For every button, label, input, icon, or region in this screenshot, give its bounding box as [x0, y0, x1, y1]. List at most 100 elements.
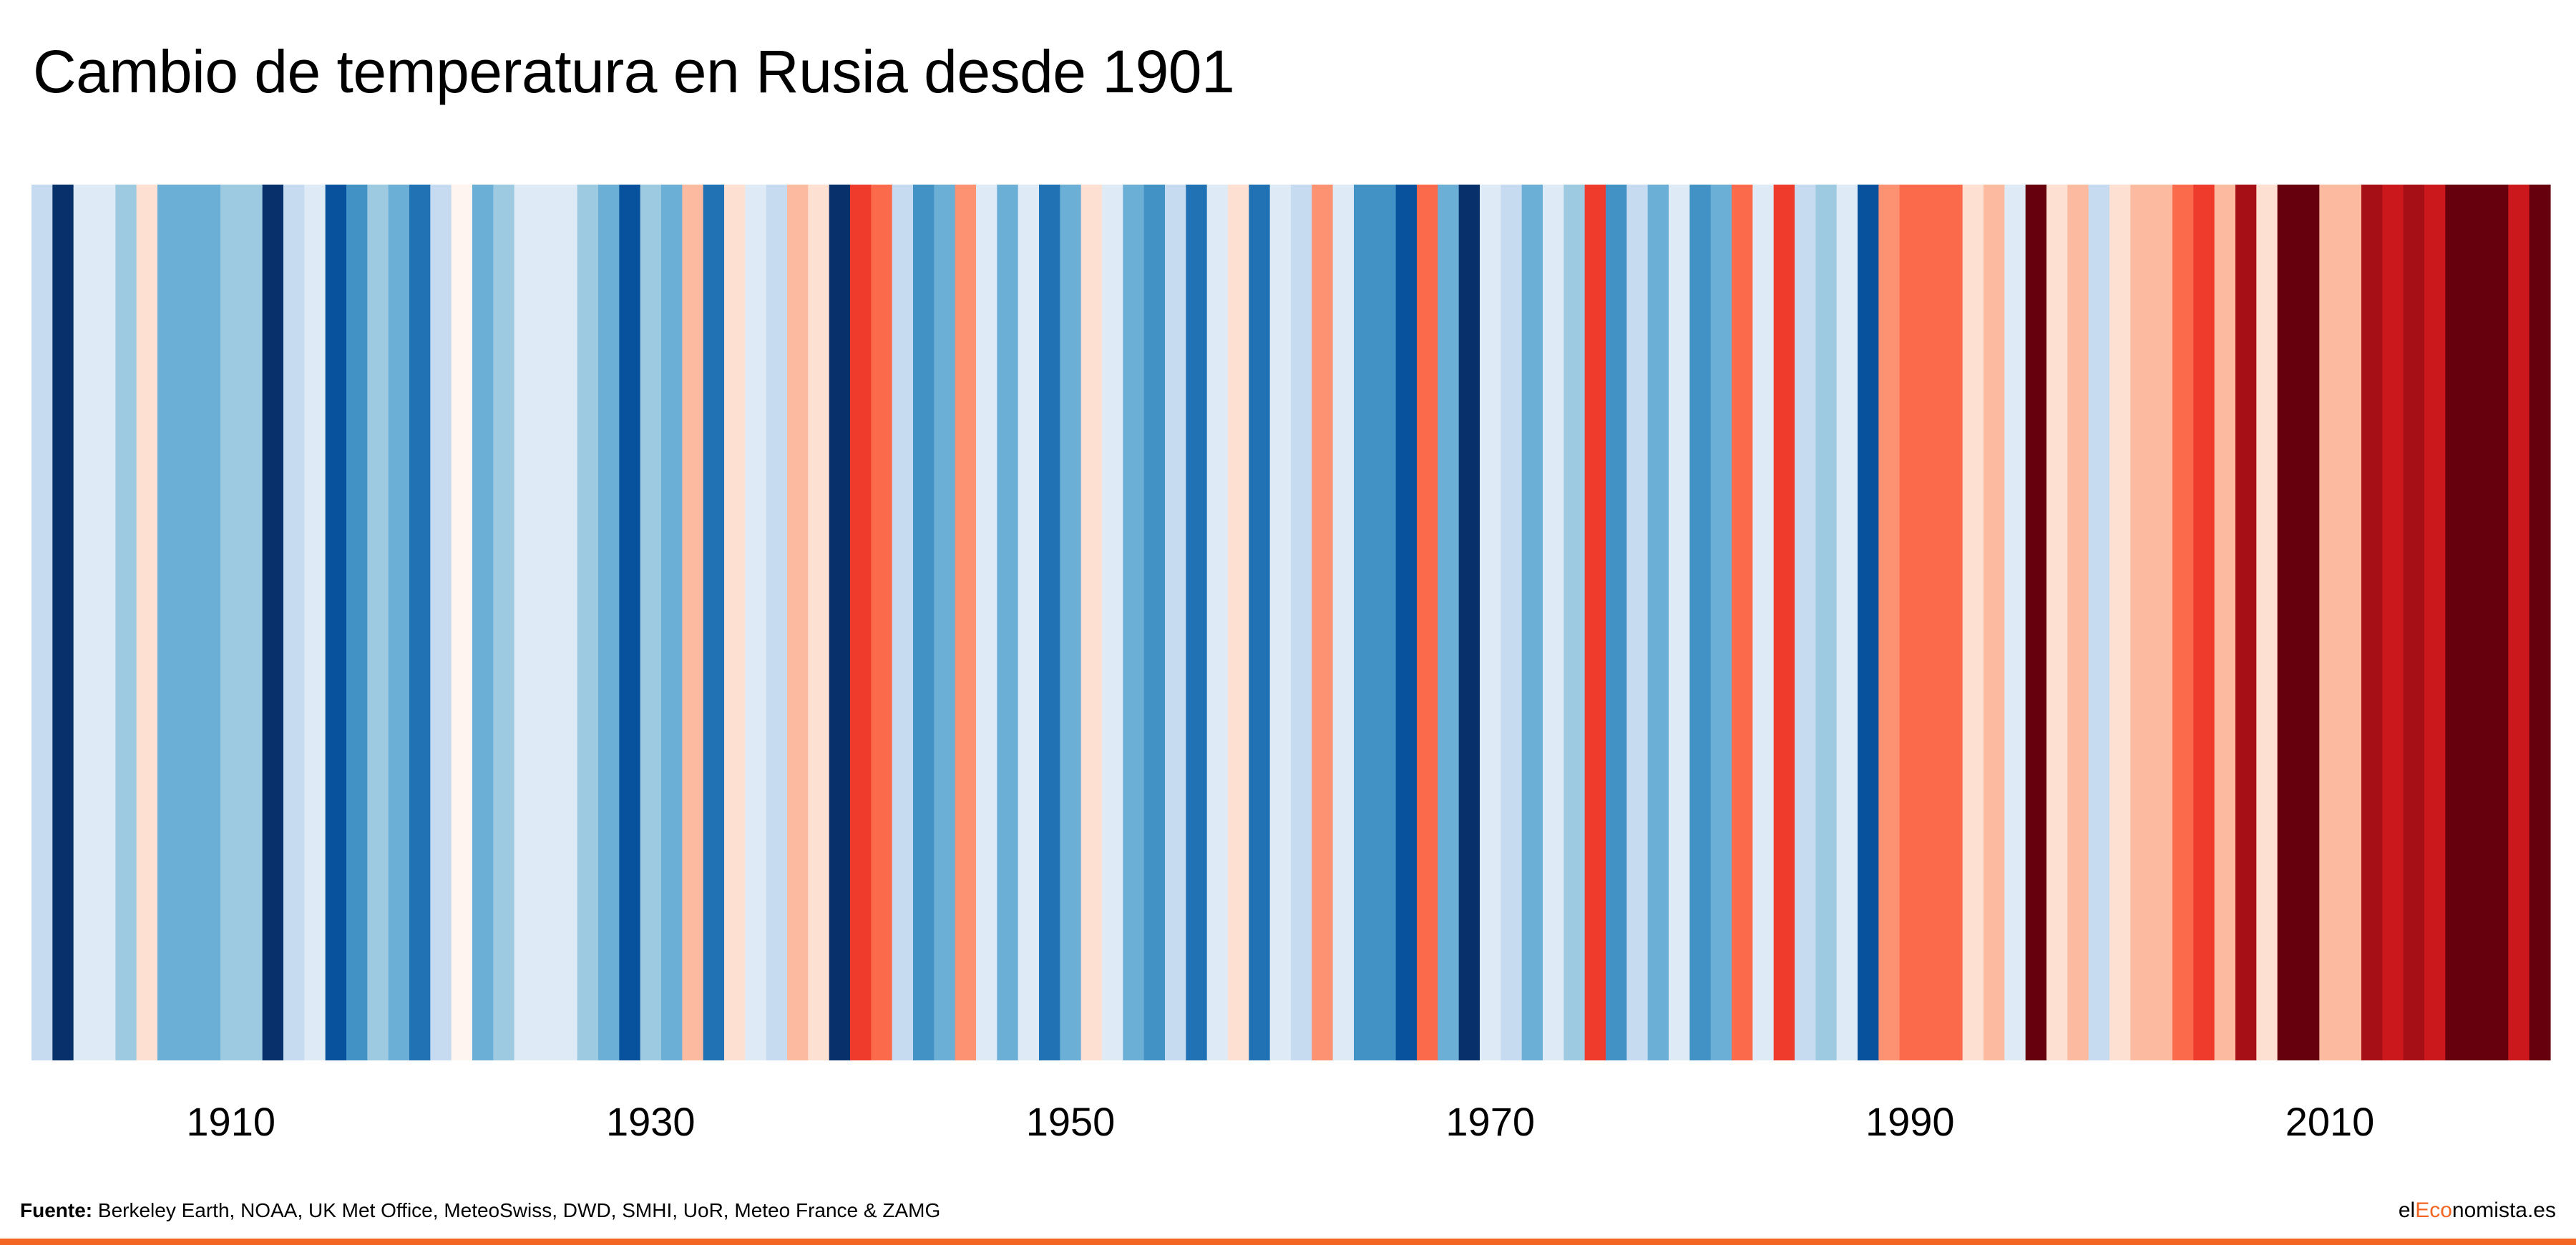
stripe-2006: [2235, 185, 2257, 1060]
stripe-1971: [1501, 185, 1523, 1060]
stripe-1931: [661, 185, 683, 1060]
stripe-2013: [2382, 185, 2404, 1060]
stripe-1950: [1060, 185, 1082, 1060]
stripe-1930: [640, 185, 662, 1060]
stripe-2005: [2214, 185, 2236, 1060]
source-label: Fuente:: [20, 1199, 93, 1221]
stripe-1906: [136, 185, 158, 1060]
stripe-1984: [1773, 185, 1795, 1060]
stripe-1923: [493, 185, 515, 1060]
stripe-1992: [1941, 185, 1963, 1060]
stripe-1964: [1354, 185, 1375, 1060]
footer: Fuente: Berkeley Earth, NOAA, UK Met Off…: [20, 1196, 2556, 1225]
stripe-1955: [1165, 185, 1186, 1060]
stripe-1921: [451, 185, 473, 1060]
stripe-1927: [577, 185, 599, 1060]
stripe-2004: [2193, 185, 2215, 1060]
stripe-2012: [2361, 185, 2383, 1060]
stripe-2011: [2340, 185, 2362, 1060]
stripe-1975: [1584, 185, 1606, 1060]
stripe-1972: [1521, 185, 1543, 1060]
stripe-2008: [2277, 185, 2299, 1060]
brand-logo[interactable]: elEconomista.es: [2399, 1196, 2556, 1225]
bottom-accent-bar: [0, 1239, 2576, 1245]
stripe-1977: [1626, 185, 1649, 1060]
stripe-1926: [556, 185, 578, 1060]
stripe-1951: [1080, 185, 1103, 1060]
stripe-1913: [283, 185, 305, 1060]
stripe-1938: [808, 185, 830, 1060]
stripe-1974: [1563, 185, 1586, 1060]
stripe-1958: [1228, 185, 1249, 1060]
stripe-1924: [514, 185, 536, 1060]
stripe-1907: [157, 185, 179, 1060]
stripe-1947: [997, 185, 1019, 1060]
x-tick-1910: 1910: [186, 1099, 275, 1144]
stripe-1935: [745, 185, 767, 1060]
stripe-1942: [892, 185, 914, 1060]
stripe-1902: [52, 185, 74, 1060]
stripe-1940: [850, 185, 872, 1060]
stripe-1943: [913, 185, 935, 1060]
stripe-1986: [1815, 185, 1838, 1060]
stripe-1918: [388, 185, 410, 1060]
brand-suffix: nomista.es: [2451, 1198, 2556, 1222]
stripe-1929: [619, 185, 641, 1060]
stripe-1956: [1186, 185, 1208, 1060]
stripe-1998: [2067, 185, 2089, 1060]
stripe-1965: [1375, 185, 1397, 1060]
stripe-1939: [829, 185, 851, 1060]
stripe-1993: [1962, 185, 1984, 1060]
stripe-1989: [1878, 185, 1901, 1060]
stripe-1946: [976, 185, 997, 1060]
stripe-1963: [1332, 185, 1355, 1060]
stripe-1901: [31, 185, 53, 1060]
stripe-1995: [2004, 185, 2026, 1060]
stripe-1919: [409, 185, 431, 1060]
stripe-1925: [535, 185, 557, 1060]
stripe-1973: [1543, 185, 1564, 1060]
stripe-1959: [1249, 185, 1271, 1060]
stripe-1996: [2025, 185, 2047, 1060]
stripe-1941: [871, 185, 893, 1060]
stripe-1969: [1458, 185, 1480, 1060]
x-tick-1930: 1930: [606, 1099, 696, 1144]
stripe-1934: [724, 185, 746, 1060]
stripe-2014: [2403, 185, 2425, 1060]
stripe-1988: [1858, 185, 1879, 1060]
stripe-1976: [1606, 185, 1627, 1060]
source-text: Berkeley Earth, NOAA, UK Met Office, Met…: [92, 1199, 941, 1221]
stripe-1967: [1417, 185, 1438, 1060]
stripe-1994: [1984, 185, 2005, 1060]
stripe-1917: [367, 185, 389, 1060]
stripe-2010: [2319, 185, 2341, 1060]
x-tick-1950: 1950: [1026, 1099, 1116, 1144]
stripe-1979: [1669, 185, 1690, 1060]
stripe-1903: [73, 185, 95, 1060]
stripe-2000: [2109, 185, 2131, 1060]
stripe-1909: [199, 185, 221, 1060]
stripe-1981: [1710, 185, 1732, 1060]
stripe-1961: [1291, 185, 1312, 1060]
stripe-1914: [304, 185, 326, 1060]
stripe-1912: [262, 185, 284, 1060]
stripe-1997: [2046, 185, 2068, 1060]
stripe-1948: [1018, 185, 1040, 1060]
stripe-2001: [2130, 185, 2152, 1060]
stripe-1905: [115, 185, 137, 1060]
stripe-1983: [1752, 185, 1775, 1060]
stripe-1911: [241, 185, 263, 1060]
stripe-1960: [1269, 185, 1292, 1060]
stripe-1910: [220, 185, 242, 1060]
brand-accent: Eco: [2415, 1198, 2452, 1222]
stripe-1985: [1795, 185, 1816, 1060]
stripe-1949: [1039, 185, 1060, 1060]
x-axis-ticks: 1910 1930 1950 1970 1990 2010: [186, 1099, 2374, 1144]
stripe-1980: [1689, 185, 1712, 1060]
stripe-1954: [1143, 185, 1166, 1060]
stripe-1904: [94, 185, 116, 1060]
x-tick-2010: 2010: [2285, 1099, 2375, 1144]
stripe-1970: [1480, 185, 1501, 1060]
stripe-1932: [682, 185, 704, 1060]
stripe-1933: [703, 185, 725, 1060]
